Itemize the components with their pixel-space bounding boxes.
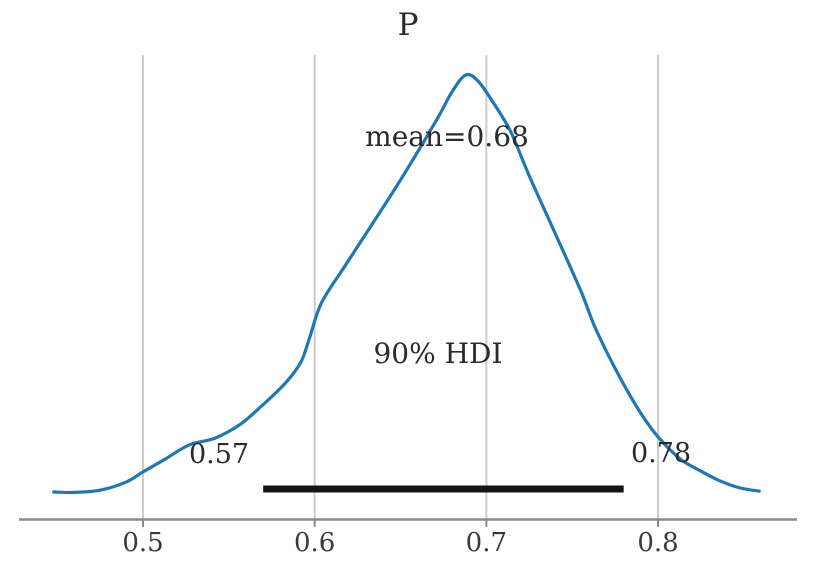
hdi-annotation: 90% HDI <box>373 337 503 370</box>
x-tick-label-0: 0.5 <box>122 528 164 558</box>
x-tick-label-1: 0.6 <box>293 528 336 558</box>
x-tick-label-3: 0.8 <box>637 528 679 558</box>
plot-title: P <box>397 7 419 43</box>
density-curve <box>52 72 761 495</box>
hdi-lower-label: 0.57 <box>188 439 250 470</box>
mean-annotation: mean=0.68 <box>365 120 529 153</box>
hdi-upper-label: 0.78 <box>630 438 692 469</box>
x-tick-label-2: 0.7 <box>465 528 508 558</box>
